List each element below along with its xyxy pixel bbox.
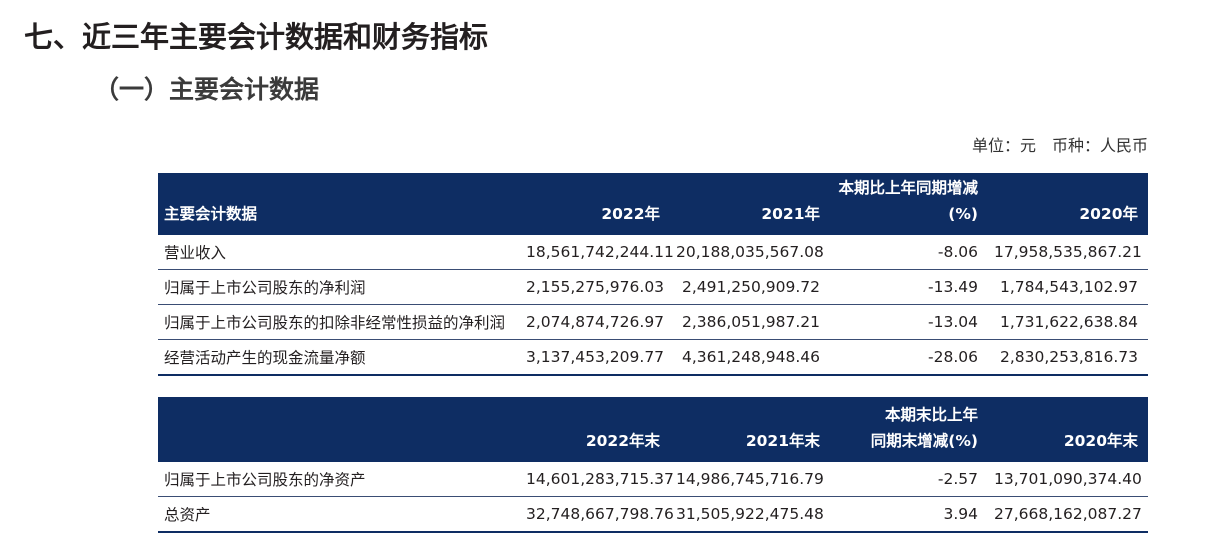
- value-cell: 2,491,250,909.72: [670, 269, 830, 305]
- accounting-table: 主要会计数据 2022年 2021年 本期比上年同期增减 (%) 2020年 营业收入 18…: [158, 173, 1148, 376]
- value-cell: 27,668,162,087.27: [988, 496, 1148, 533]
- page-title: 七、近三年主要会计数据和财务指标: [24, 20, 489, 54]
- header-row: 2022年末 2021年末 本期末比上年 同期末增减(%) 2020年末: [158, 397, 1148, 462]
- value-cell: -13.49: [830, 269, 988, 305]
- header-cell: 本期末比上年同期末增减(%): [830, 397, 988, 462]
- value-cell: 1,784,543,102.97: [988, 269, 1148, 305]
- value-cell: 18,561,742,244.11: [520, 235, 674, 270]
- header-cell-blank: [158, 397, 520, 462]
- table-row: 总资产 32,748,667,798.76 31,505,922,475.48 3.9…: [158, 496, 1148, 533]
- assets-table: 2022年末 2021年末 本期末比上年 同期末增减(%) 2020年末 归属于上市公司…: [158, 397, 1148, 533]
- header-cell: 本期比上年同期增减 (%): [830, 173, 988, 235]
- value-cell: 3,137,453,209.77: [520, 339, 670, 376]
- value-cell: 17,958,535,867.21: [988, 235, 1148, 270]
- table-header: 2022年末 2021年末 本期末比上年 同期末增减(%) 2020年末: [158, 397, 1148, 462]
- row-label: 经营活动产生的现金流量净额: [158, 339, 520, 376]
- header-line: 同期末增减(%): [870, 432, 978, 450]
- table-row: 归属于上市公司股东的净资产 14,601,283,715.37 14,986,745…: [158, 462, 1148, 497]
- value-cell: -28.06: [830, 339, 988, 376]
- value-cell: 3.94: [830, 496, 988, 533]
- value-cell: 2,074,874,726.97: [520, 304, 670, 340]
- header-cell: 主要会计数据: [158, 173, 520, 235]
- table-row: 营业收入 18,561,742,244.11 20,188,035,567.08 -8…: [158, 235, 1148, 270]
- header-line: 本期比上年同期增减: [838, 179, 978, 197]
- value-cell: 13,701,090,374.40: [988, 462, 1148, 497]
- value-cell: 14,986,745,716.79: [670, 462, 830, 497]
- value-cell: 2,830,253,816.73: [988, 339, 1148, 376]
- table-row: 归属于上市公司股东的净利润 2,155,275,976.03 2,491,250,9…: [158, 269, 1148, 305]
- header-cell: 2022年: [520, 173, 670, 235]
- row-label: 营业收入: [158, 235, 520, 270]
- row-label: 归属于上市公司股东的净资产: [158, 462, 520, 497]
- header-cell: 2021年: [670, 173, 830, 235]
- value-cell: -2.57: [830, 462, 988, 497]
- row-label: 归属于上市公司股东的扣除非经常性损益的净利润: [158, 304, 520, 340]
- header-cell: 2021年末: [670, 397, 830, 462]
- header-cell: 2020年: [988, 173, 1148, 235]
- section-subtitle: （一）主要会计数据: [94, 75, 320, 104]
- header-row: 主要会计数据 2022年 2021年 本期比上年同期增减 (%) 2020年: [158, 173, 1148, 235]
- header-cell: 2020年末: [988, 397, 1148, 462]
- table-header: 主要会计数据 2022年 2021年 本期比上年同期增减 (%) 2020年: [158, 173, 1148, 235]
- value-cell: 20,188,035,567.08: [670, 235, 830, 270]
- row-label: 归属于上市公司股东的净利润: [158, 269, 520, 305]
- table-row: 经营活动产生的现金流量净额 3,137,453,209.77 4,361,248,9…: [158, 339, 1148, 376]
- value-cell: 32,748,667,798.76: [520, 496, 674, 533]
- value-cell: 14,601,283,715.37: [520, 462, 674, 497]
- table-body: 归属于上市公司股东的净资产 14,601,283,715.37 14,986,745…: [158, 462, 1148, 533]
- value-cell: 31,505,922,475.48: [670, 496, 830, 533]
- value-cell: 1,731,622,638.84: [988, 304, 1148, 340]
- value-cell: 2,386,051,987.21: [670, 304, 830, 340]
- value-cell: -13.04: [830, 304, 988, 340]
- unit-note: 单位：元 币种：人民币: [971, 136, 1148, 155]
- value-cell: 4,361,248,948.46: [670, 339, 830, 376]
- row-label: 总资产: [158, 496, 520, 533]
- header-line: (%): [948, 205, 978, 223]
- table-row: 归属于上市公司股东的扣除非经常性损益的净利润 2,074,874,726.97 2,…: [158, 304, 1148, 340]
- value-cell: -8.06: [830, 235, 988, 270]
- header-line: 本期末比上年: [884, 406, 978, 424]
- table-body: 营业收入 18,561,742,244.11 20,188,035,567.08 -8…: [158, 235, 1148, 376]
- header-cell: 2022年末: [520, 397, 670, 462]
- value-cell: 2,155,275,976.03: [520, 269, 670, 305]
